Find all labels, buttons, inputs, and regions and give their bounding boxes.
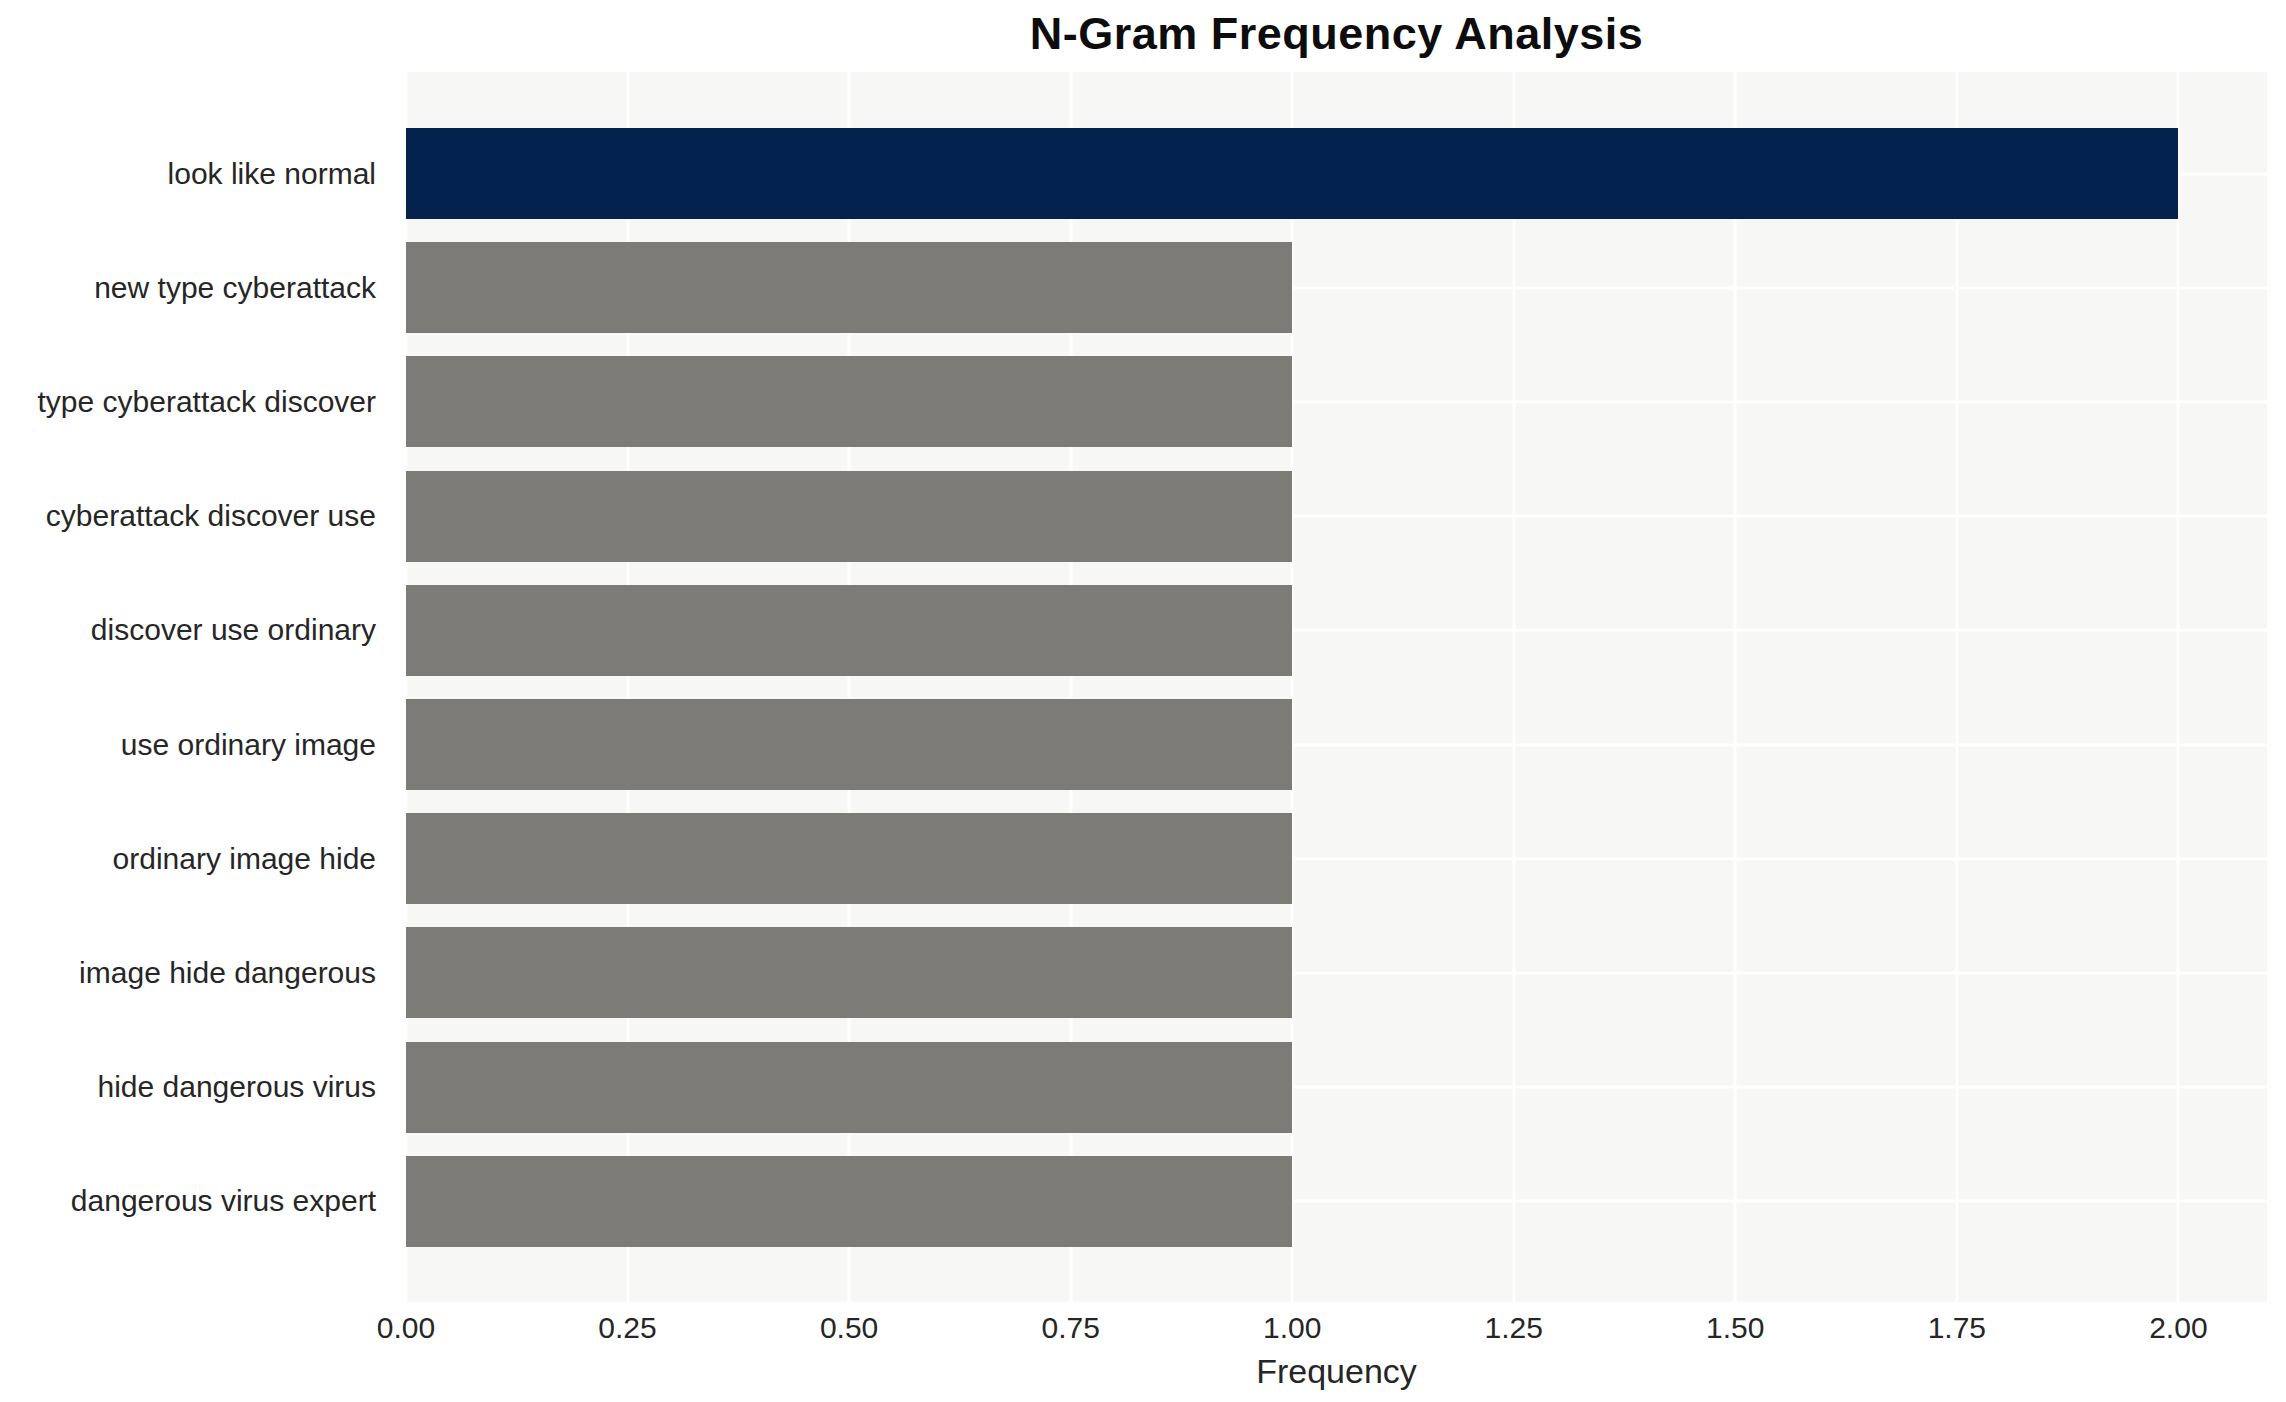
y-tick-label: dangerous virus expert [0, 1184, 376, 1218]
x-tick-label: 0.75 [1041, 1311, 1099, 1345]
bar-dangerous-virus-expert [406, 1156, 1292, 1247]
bar-hide-dangerous-virus [406, 1042, 1292, 1133]
x-tick-label: 1.25 [1485, 1311, 1543, 1345]
x-tick-label: 1.00 [1263, 1311, 1321, 1345]
y-tick-label: type cyberattack discover [0, 385, 376, 419]
x-tick-label: 0.00 [377, 1311, 435, 1345]
x-gridline [1512, 72, 1515, 1302]
x-gridline [1734, 72, 1737, 1302]
x-tick-label: 0.25 [598, 1311, 656, 1345]
y-tick-label: hide dangerous virus [0, 1070, 376, 1104]
y-tick-label: new type cyberattack [0, 271, 376, 305]
bar-new-type-cyberattack [406, 242, 1292, 333]
x-axis-ticks: 0.000.250.500.751.001.251.501.752.00 [406, 1302, 2267, 1346]
plot-area [406, 72, 2267, 1302]
y-tick-label: use ordinary image [0, 728, 376, 762]
x-tick-label: 0.50 [820, 1311, 878, 1345]
x-gridline [2177, 72, 2180, 1302]
y-axis-labels: look like normal new type cyberattack type… [0, 72, 390, 1302]
x-gridline [1955, 72, 1958, 1302]
bar-discover-use-ordinary [406, 585, 1292, 676]
y-tick-label: cyberattack discover use [0, 499, 376, 533]
bar-cyberattack-discover-use [406, 471, 1292, 562]
x-tick-label: 2.00 [2149, 1311, 2207, 1345]
x-axis-label: Frequency [406, 1352, 2267, 1391]
y-tick-label: image hide dangerous [0, 956, 376, 990]
chart-title: N-Gram Frequency Analysis [406, 8, 2267, 60]
y-tick-label: discover use ordinary [0, 613, 376, 647]
y-tick-label: look like normal [0, 157, 376, 191]
bar-use-ordinary-image [406, 699, 1292, 790]
bar-look-like-normal [406, 128, 2178, 219]
x-tick-label: 1.75 [1928, 1311, 1986, 1345]
x-tick-label: 1.50 [1706, 1311, 1764, 1345]
chart-figure: N-Gram Frequency Analysis look like norm… [0, 0, 2286, 1402]
bar-type-cyberattack-discover [406, 356, 1292, 447]
bar-image-hide-dangerous [406, 927, 1292, 1018]
bar-ordinary-image-hide [406, 813, 1292, 904]
y-tick-label: ordinary image hide [0, 842, 376, 876]
